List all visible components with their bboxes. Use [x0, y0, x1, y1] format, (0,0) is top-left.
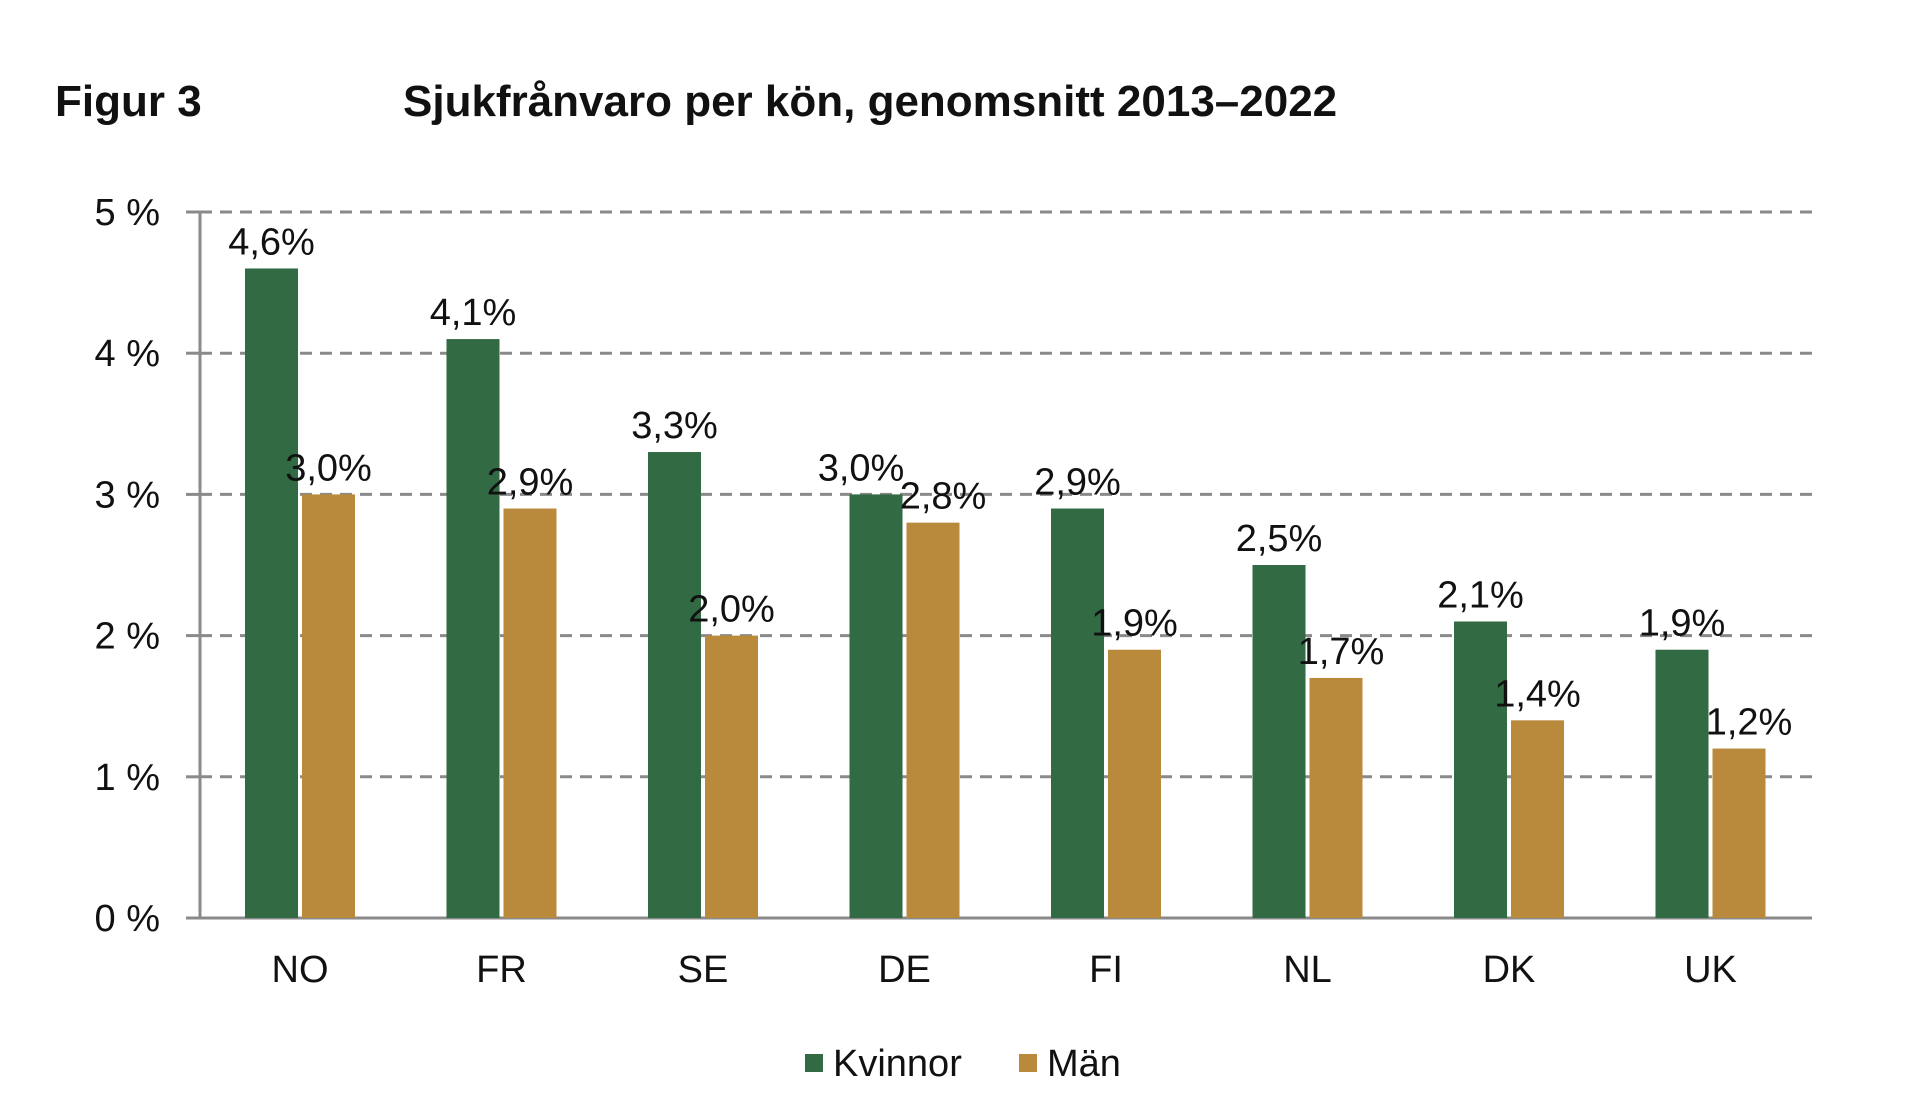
x-tick-label: NO: [272, 949, 329, 991]
x-tick-label: NL: [1283, 949, 1332, 991]
bar-man-uk: [1712, 748, 1766, 918]
bar-man-fr: [503, 508, 557, 918]
y-tick-label: 0 %: [95, 898, 160, 940]
data-label: 3,3%: [631, 405, 718, 447]
bars: [245, 268, 1766, 919]
data-label: 2,1%: [1437, 574, 1524, 616]
data-label: 3,0%: [818, 447, 905, 489]
bar-man-dk: [1511, 720, 1564, 918]
y-tick-label: 4 %: [95, 333, 160, 375]
y-tick-label: 1 %: [95, 757, 160, 799]
data-labels: 4,6%3,0%4,1%2,9%3,3%2,0%3,0%2,8% 2,9%1,9%…: [228, 221, 1792, 743]
data-label: 1,4%: [1494, 673, 1581, 715]
legend-swatch: [1019, 1054, 1037, 1072]
data-label: 2,5%: [1236, 518, 1323, 560]
data-label: 2,9%: [1034, 462, 1121, 504]
data-label: 1,9%: [1639, 603, 1726, 645]
x-tick-label: DK: [1483, 949, 1536, 991]
legend: Kvinnor Män: [805, 1043, 1121, 1085]
x-tick-label: DE: [878, 949, 931, 991]
bar-kvinnor-fr: [446, 339, 500, 919]
figure-label: Figur 3: [55, 77, 202, 126]
data-label: 4,6%: [228, 221, 315, 263]
bar-man-no: [302, 494, 355, 918]
data-label: 4,1%: [430, 292, 517, 334]
bar-man-nl: [1309, 677, 1363, 918]
bar-man-se: [705, 635, 758, 918]
chart-title: Sjukfrånvaro per kön, genomsnitt 2013–20…: [403, 77, 1337, 126]
data-label: 2,0%: [688, 589, 775, 631]
bar-kvinnor-de: [849, 494, 903, 918]
legend-man: Män: [1019, 1043, 1121, 1085]
bar-kvinnor-nl: [1252, 565, 1306, 918]
data-label: 2,8%: [900, 476, 987, 518]
legend-label: Kvinnor: [833, 1043, 962, 1085]
data-label: 1,7%: [1298, 631, 1385, 673]
data-label: 2,9%: [487, 462, 574, 504]
bar-kvinnor-fi: [1051, 508, 1104, 918]
bar-kvinnor-uk: [1655, 649, 1709, 918]
legend-kvinnor: Kvinnor: [805, 1043, 962, 1085]
x-tick-label: FI: [1089, 949, 1123, 991]
x-tick-label: UK: [1684, 949, 1737, 991]
y-tick-label: 3 %: [95, 474, 160, 516]
data-label: 3,0%: [285, 447, 372, 489]
bar-man-de: [906, 522, 960, 918]
x-tick-label: FR: [476, 949, 527, 991]
bar-kvinnor-dk: [1454, 621, 1507, 918]
legend-label: Män: [1047, 1043, 1121, 1085]
bar-kvinnor-no: [245, 268, 298, 919]
bar-kvinnor-se: [648, 452, 701, 918]
y-tick-label: 5 %: [95, 192, 160, 234]
y-tick-label: 2 %: [95, 616, 160, 658]
x-tick-label: SE: [678, 949, 729, 991]
data-label: 1,2%: [1706, 702, 1793, 744]
legend-swatch: [805, 1054, 823, 1072]
bar-man-fi: [1108, 649, 1161, 918]
data-label: 1,9%: [1091, 603, 1178, 645]
